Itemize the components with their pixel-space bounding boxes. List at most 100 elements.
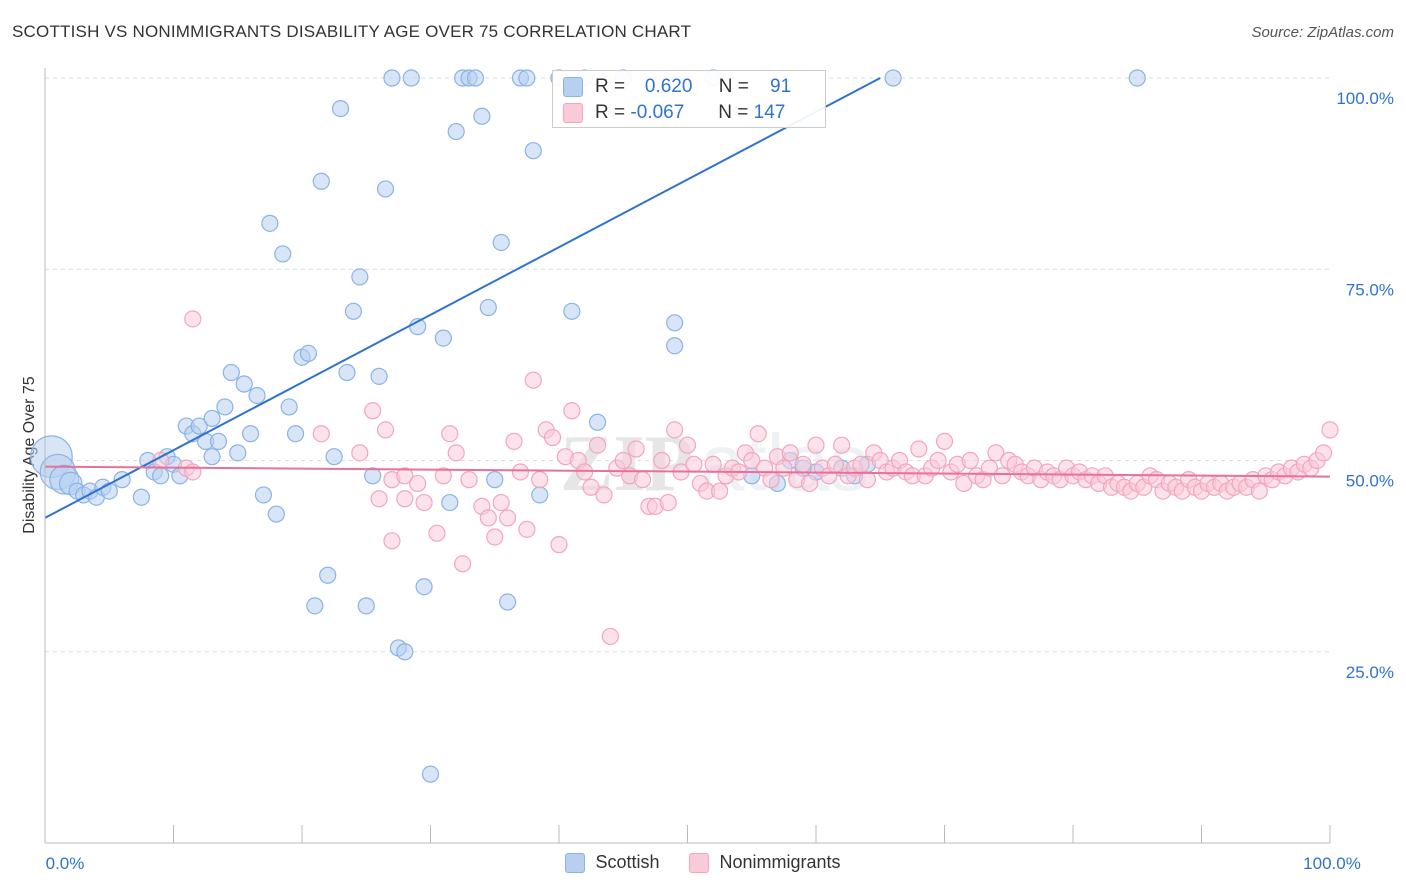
nonimmigrants-point: [749, 425, 767, 443]
scottish-point: [441, 493, 459, 512]
legend-swatch-nonimmigrants: [689, 852, 710, 873]
scottish-point: [216, 398, 234, 416]
nonimmigrants-point: [312, 425, 330, 443]
source-label: Source: ZipAtlas.com: [1251, 24, 1394, 41]
scottish-point: [274, 245, 292, 263]
nonimmigrants-point: [588, 436, 607, 454]
stats-swatch-scottish: [563, 77, 583, 97]
scottish-point: [421, 765, 440, 783]
scottish-point: [666, 337, 684, 355]
nonimmigrants-point: [826, 455, 844, 473]
nonimmigrants-point: [486, 528, 504, 546]
nonimmigrants-point: [743, 451, 761, 470]
legend-item-scottish[interactable]: Scottish: [565, 852, 659, 873]
scottish-point: [242, 425, 260, 443]
nonimmigrants-point: [614, 451, 632, 470]
scottish-point: [299, 344, 318, 362]
scottish-point: [447, 122, 465, 141]
nonimmigrants-point: [1250, 482, 1268, 500]
scottish-point: [222, 363, 240, 382]
scottish-point: [254, 486, 273, 504]
scottish-trend-line: [44, 77, 881, 519]
nonimmigrants-point: [807, 436, 825, 454]
axis-layer: 0.0% 100.0% 100.0% 75.0% 50.0% 25.0%: [44, 68, 1394, 873]
nonimmigrants-point: [659, 493, 677, 512]
scottish-point: [325, 448, 343, 466]
nonimmigrants-point: [762, 471, 780, 489]
scottish-point: [261, 214, 279, 232]
nonimmigrants-point: [627, 440, 645, 458]
x-tick-label: 0.0%: [46, 854, 85, 873]
stats-r-value: 0.620: [644, 76, 693, 97]
stats-n-label: N =: [718, 102, 749, 123]
nonimmigrants-point: [666, 421, 684, 439]
stats-n-value: 147: [753, 102, 786, 123]
nonimmigrants-point: [852, 455, 870, 473]
nonimmigrants-point: [910, 440, 928, 458]
nonimmigrants-point: [582, 478, 600, 496]
scottish-point: [370, 367, 388, 385]
nonimmigrants-point: [479, 509, 497, 527]
nonimmigrants-point: [550, 536, 568, 554]
nonimmigrants-point: [492, 493, 510, 512]
nonimmigrants-point: [511, 463, 530, 481]
scottish-point: [563, 302, 581, 320]
stats-swatch-nonimmigrants: [563, 103, 583, 123]
nonimmigrants-point: [505, 432, 523, 450]
nonimmigrants-point: [543, 428, 562, 447]
nonimmigrants-point: [434, 467, 452, 485]
nonimmigrants-point: [595, 486, 613, 504]
nonimmigrants-point: [531, 471, 549, 489]
y-tick-label: 75.0%: [1346, 280, 1394, 299]
nonimmigrants-trend-line: [44, 465, 1331, 478]
grid-layer: [45, 77, 1330, 653]
scottish-point: [286, 425, 305, 443]
y-tick-label: 25.0%: [1346, 663, 1394, 682]
nonimmigrants-point: [993, 467, 1011, 485]
scottish-point: [351, 268, 369, 286]
nonimmigrants-point: [563, 402, 581, 420]
nonimmigrants-point: [409, 474, 427, 493]
stats-row-scottish: R = 0.620 N = 91: [563, 74, 791, 100]
nonimmigrants-point: [499, 509, 517, 527]
scottish-point: [402, 69, 420, 87]
scottish-point: [229, 444, 247, 462]
scottish-point: [479, 298, 497, 317]
nonimmigrants-point: [415, 493, 433, 512]
nonimmigrants-point: [428, 524, 446, 542]
nonimmigrants-point: [633, 471, 652, 489]
nonimmigrants-point: [518, 520, 536, 538]
nonimmigrants-point: [987, 444, 1005, 462]
nonimmigrants-point: [711, 482, 729, 500]
nonimmigrants-point: [376, 421, 395, 439]
nonimmigrants-point: [364, 402, 382, 420]
stats-row-nonimmigrants: R = -0.067 N = 147: [563, 100, 785, 126]
scottish-point: [331, 99, 350, 118]
scottish-point: [884, 69, 902, 87]
scottish-point: [588, 413, 607, 431]
scottish-point: [235, 375, 253, 393]
scottish-point: [492, 233, 510, 252]
scottish-point: [376, 180, 395, 198]
nonimmigrants-point: [775, 459, 793, 477]
stats-r-label: R =: [595, 76, 626, 97]
legend: Scottish Nonimmigrants: [0, 852, 1406, 873]
scottish-point: [319, 566, 337, 584]
scottish-point: [1128, 69, 1146, 87]
nonimmigrants-point: [935, 432, 954, 450]
chart-title: SCOTTISH VS NONIMMIGRANTS DISABILITY AGE…: [12, 22, 692, 41]
legend-item-nonimmigrants[interactable]: Nonimmigrants: [689, 852, 841, 873]
scottish-point: [473, 107, 491, 125]
scottish-point: [190, 417, 208, 435]
scottish-point: [466, 69, 485, 87]
stats-n-label: N =: [718, 76, 749, 97]
nonimmigrants-point: [685, 455, 703, 473]
scottish-point: [203, 448, 221, 466]
x-tick-label: 100.0%: [1303, 854, 1361, 873]
nonimmigrants-point: [370, 490, 388, 508]
nonimmigrants-point: [454, 555, 472, 573]
nonimmigrants-point: [351, 444, 369, 462]
nonimmigrants-point: [184, 310, 202, 328]
scottish-point: [524, 142, 542, 160]
